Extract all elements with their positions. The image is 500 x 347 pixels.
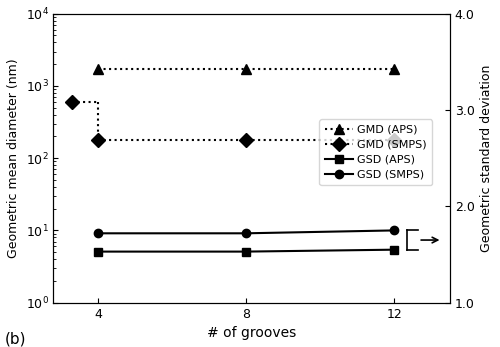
Legend: GMD (APS), GMD (SMPS), GSD (APS), GSD (SMPS): GMD (APS), GMD (SMPS), GSD (APS), GSD (S… bbox=[320, 119, 432, 185]
GSD (SMPS) bbox=[391, 228, 397, 232]
Line: GSD (APS): GSD (APS) bbox=[94, 246, 399, 256]
GSD (APS) bbox=[95, 249, 101, 254]
Line: GMD (APS): GMD (APS) bbox=[93, 65, 399, 74]
Y-axis label: Geometric mean diameter (nm): Geometric mean diameter (nm) bbox=[7, 58, 20, 258]
GSD (APS) bbox=[243, 249, 249, 254]
GMD (SMPS) bbox=[391, 138, 397, 142]
GSD (APS) bbox=[391, 248, 397, 252]
GMD (APS) bbox=[95, 67, 101, 71]
GSD (SMPS) bbox=[243, 231, 249, 235]
GMD (SMPS) bbox=[243, 138, 249, 142]
X-axis label: # of grooves: # of grooves bbox=[207, 326, 296, 340]
Line: GSD (SMPS): GSD (SMPS) bbox=[94, 226, 399, 237]
GMD (APS) bbox=[243, 67, 249, 71]
GMD (SMPS) bbox=[95, 138, 101, 142]
Text: (b): (b) bbox=[5, 331, 26, 347]
GMD (APS) bbox=[391, 67, 397, 71]
Y-axis label: Geometric standard deviation: Geometric standard deviation bbox=[480, 65, 493, 252]
Line: GMD (SMPS): GMD (SMPS) bbox=[93, 135, 399, 145]
GSD (SMPS) bbox=[95, 231, 101, 235]
